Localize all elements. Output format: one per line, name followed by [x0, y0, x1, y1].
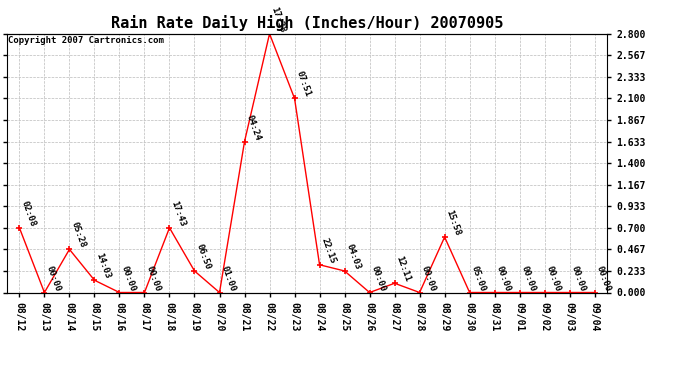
Text: 00:00: 00:00	[544, 264, 562, 292]
Text: 00:00: 00:00	[595, 264, 612, 292]
Text: 00:00: 00:00	[570, 264, 587, 292]
Text: 00:00: 00:00	[119, 264, 137, 292]
Text: 04:24: 04:24	[244, 113, 262, 142]
Text: Copyright 2007 Cartronics.com: Copyright 2007 Cartronics.com	[8, 36, 164, 45]
Title: Rain Rate Daily High (Inches/Hour) 20070905: Rain Rate Daily High (Inches/Hour) 20070…	[111, 15, 503, 31]
Text: 12:11: 12:11	[395, 255, 412, 283]
Text: 17:43: 17:43	[170, 200, 187, 228]
Text: 00:00: 00:00	[370, 264, 387, 292]
Text: 17:38: 17:38	[270, 5, 287, 34]
Text: 01:00: 01:00	[219, 264, 237, 292]
Text: 04:03: 04:03	[344, 243, 362, 271]
Text: 14:03: 14:03	[95, 252, 112, 280]
Text: 00:00: 00:00	[144, 264, 162, 292]
Text: 02:08: 02:08	[19, 200, 37, 228]
Text: 00:00: 00:00	[44, 264, 62, 292]
Text: 00:00: 00:00	[420, 264, 437, 292]
Text: 07:51: 07:51	[295, 70, 312, 99]
Text: 05:00: 05:00	[470, 264, 487, 292]
Text: 15:58: 15:58	[444, 209, 462, 237]
Text: 00:00: 00:00	[520, 264, 538, 292]
Text: 00:00: 00:00	[495, 264, 512, 292]
Text: 22:15: 22:15	[319, 237, 337, 265]
Text: 06:50: 06:50	[195, 243, 212, 271]
Text: 05:28: 05:28	[70, 221, 87, 249]
